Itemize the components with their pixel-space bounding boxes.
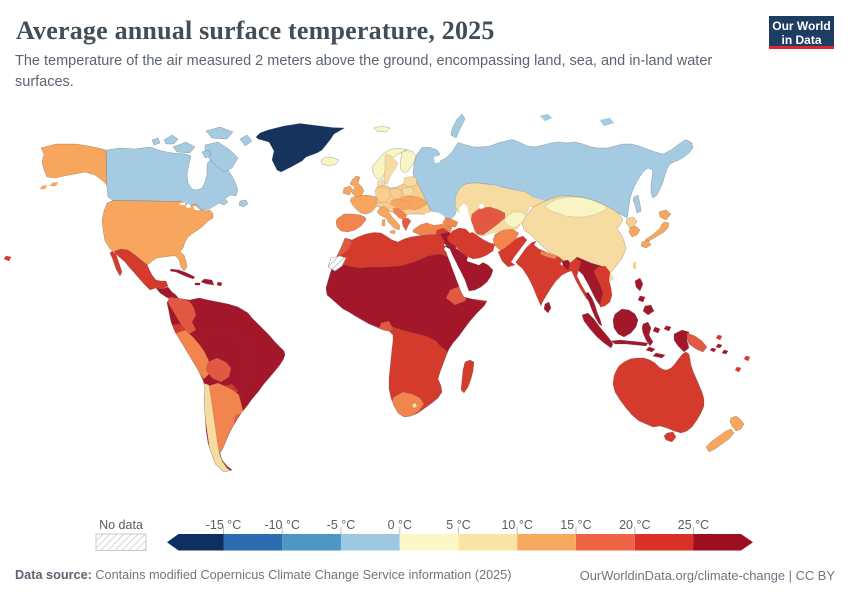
svg-text:-5 °C: -5 °C — [327, 518, 356, 532]
svg-text:No data: No data — [99, 518, 143, 532]
svg-text:5 °C: 5 °C — [446, 518, 470, 532]
svg-text:-10 °C: -10 °C — [264, 518, 300, 532]
svg-text:15 °C: 15 °C — [560, 518, 591, 532]
svg-text:0 °C: 0 °C — [388, 518, 412, 532]
svg-text:-15 °C: -15 °C — [206, 518, 242, 532]
svg-text:10 °C: 10 °C — [501, 518, 532, 532]
svg-text:25 °C: 25 °C — [678, 518, 709, 532]
svg-text:20 °C: 20 °C — [619, 518, 650, 532]
